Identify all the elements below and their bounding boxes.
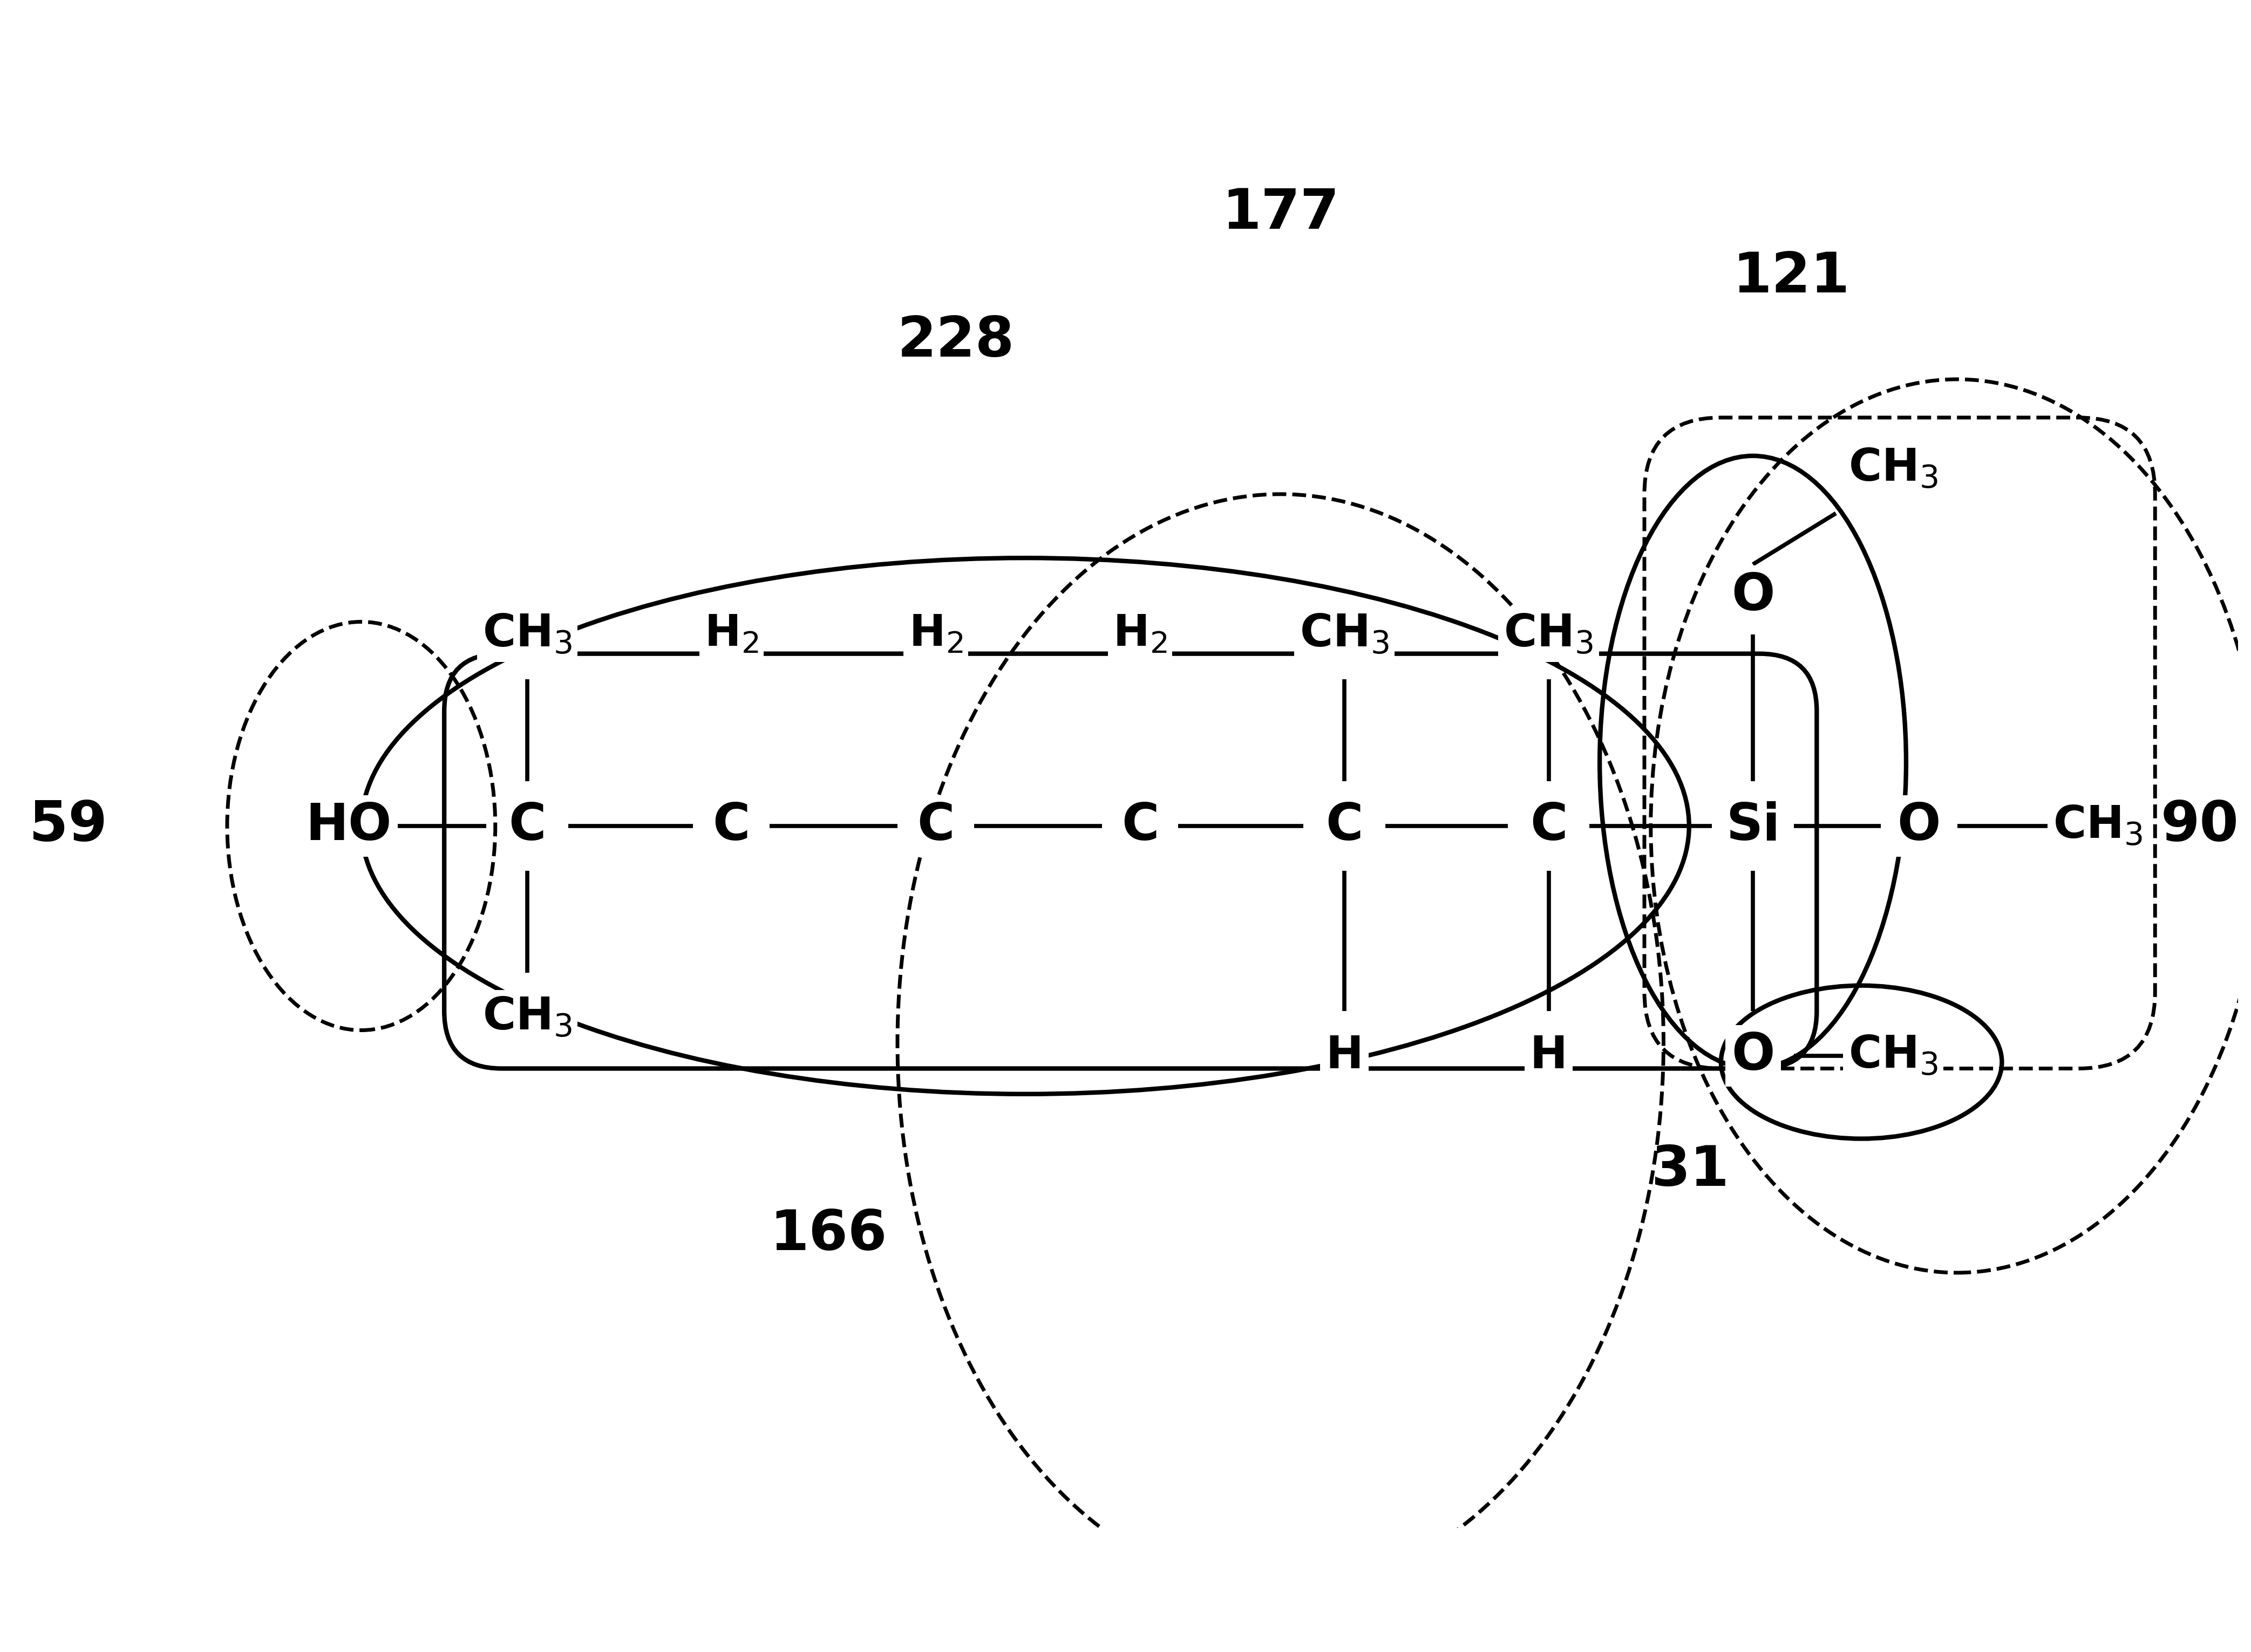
Text: C: C	[1121, 801, 1159, 851]
Text: CH$_3$: CH$_3$	[1848, 446, 1938, 491]
Text: CH$_3$: CH$_3$	[482, 613, 572, 656]
Text: C: C	[1531, 801, 1567, 851]
Text: 177: 177	[1222, 187, 1339, 241]
Text: H: H	[1531, 1034, 1567, 1077]
Text: O: O	[1898, 801, 1940, 851]
Text: 59: 59	[29, 800, 108, 852]
Text: 31: 31	[1650, 1143, 1729, 1198]
Text: H$_2$: H$_2$	[909, 613, 963, 656]
Text: CH$_3$: CH$_3$	[1299, 613, 1389, 656]
Text: 228: 228	[898, 314, 1015, 368]
Text: HO: HO	[306, 801, 392, 851]
Text: CH$_3$: CH$_3$	[482, 996, 572, 1039]
Text: H$_2$: H$_2$	[705, 613, 759, 656]
Text: 166: 166	[770, 1208, 887, 1262]
Text: C: C	[916, 801, 954, 851]
Text: 90: 90	[2161, 800, 2240, 852]
Text: CH$_3$: CH$_3$	[1504, 613, 1594, 656]
Text: H$_2$: H$_2$	[1112, 613, 1168, 656]
Text: C: C	[509, 801, 547, 851]
Text: H: H	[1326, 1034, 1364, 1077]
Text: CH$_3$: CH$_3$	[2053, 805, 2143, 847]
Text: O: O	[1731, 1031, 1774, 1080]
Text: CH$_3$: CH$_3$	[1848, 1034, 1938, 1077]
Text: C: C	[714, 801, 750, 851]
Text: 121: 121	[1733, 249, 1850, 304]
Text: O: O	[1731, 572, 1774, 621]
Text: C: C	[1326, 801, 1364, 851]
Text: Si: Si	[1727, 801, 1781, 851]
